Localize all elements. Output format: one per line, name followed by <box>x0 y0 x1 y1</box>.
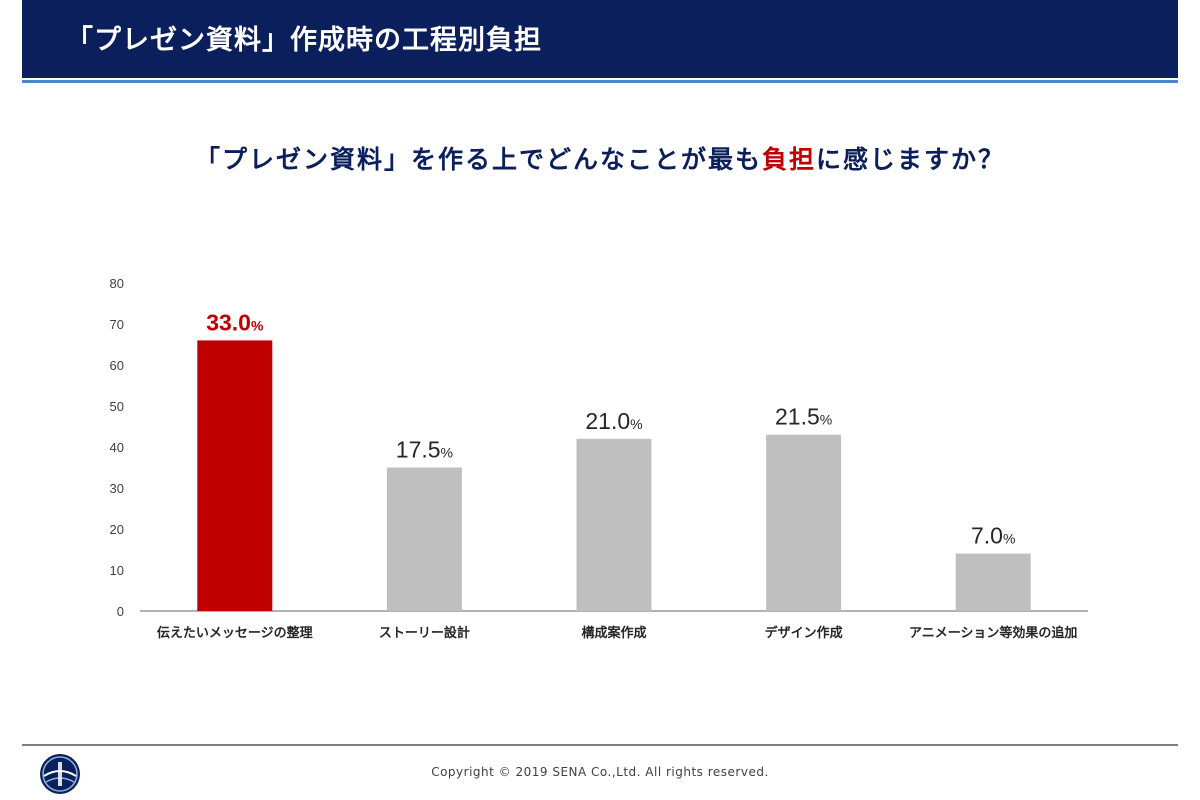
question-highlight: 負担 <box>761 145 816 174</box>
bar <box>197 340 273 611</box>
x-category-label: 伝えたいメッセージの整理 <box>157 625 313 641</box>
y-tick-label: 20 <box>110 522 124 537</box>
x-category-label: ストーリー設計 <box>379 625 470 641</box>
footer-divider <box>22 744 1178 746</box>
page-title: 「プレゼン資料」作成時の工程別負担 <box>66 25 542 56</box>
x-category-label: デザイン作成 <box>765 625 843 641</box>
data-label: 7.0% <box>971 523 1015 549</box>
bar <box>766 434 842 611</box>
question-prefix: 「プレゼン資料」を作る上でどんなことが最も <box>194 145 762 174</box>
copyright-text: Copyright © 2019 SENA Co.,Ltd. All right… <box>431 765 769 779</box>
company-logo-icon <box>40 754 80 794</box>
y-tick-label: 70 <box>110 317 124 332</box>
y-tick-label: 60 <box>110 358 124 373</box>
y-tick-label: 80 <box>110 276 124 291</box>
header-divider <box>22 80 1178 83</box>
y-tick-label: 10 <box>110 563 124 578</box>
data-label: 21.0% <box>585 408 642 434</box>
y-tick-label: 30 <box>110 481 124 496</box>
bar <box>386 467 462 611</box>
x-category-label: 構成案作成 <box>581 625 646 641</box>
y-tick-label: 0 <box>117 604 124 619</box>
data-label: 21.5% <box>775 404 832 430</box>
y-tick-label: 50 <box>110 399 124 414</box>
x-category-label: アニメーション等効果の追加 <box>909 625 1077 641</box>
data-label: 33.0% <box>206 309 264 335</box>
y-tick-label: 40 <box>110 440 124 455</box>
bar <box>576 438 652 611</box>
header-bar: 「プレゼン資料」作成時の工程別負担 <box>22 0 1178 78</box>
survey-question: 「プレゼン資料」を作る上でどんなことが最も負担に感じますか？ <box>0 140 1200 176</box>
question-suffix: に感じますか？ <box>816 145 1006 174</box>
data-label: 17.5% <box>396 437 453 463</box>
bar <box>955 553 1031 611</box>
